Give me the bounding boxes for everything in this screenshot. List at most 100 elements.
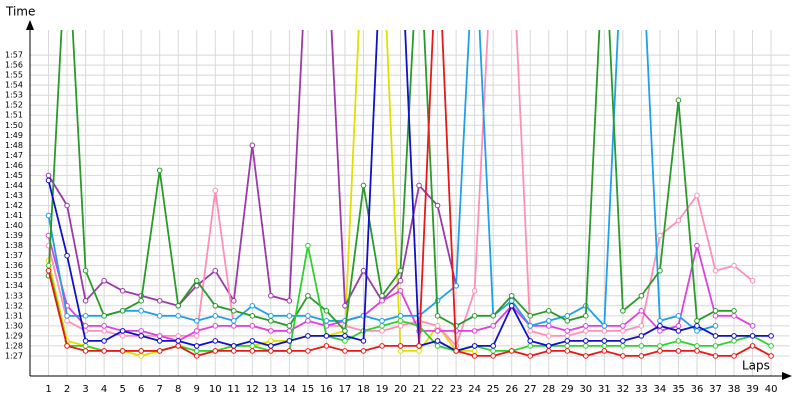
y-tick-label: 1:56 <box>5 61 23 70</box>
data-point <box>360 338 367 344</box>
data-point <box>657 348 663 354</box>
data-point <box>749 333 756 339</box>
data-point <box>564 333 571 339</box>
data-point <box>45 212 52 219</box>
data-point <box>175 302 182 309</box>
data-point <box>193 318 200 324</box>
data-point <box>230 297 237 304</box>
y-tick-label: 1:44 <box>5 181 23 190</box>
x-tick-label: 19 <box>376 384 389 395</box>
data-point <box>638 353 645 359</box>
data-point <box>583 338 589 344</box>
data-point <box>249 343 256 349</box>
data-point <box>379 292 385 299</box>
data-point <box>156 313 163 319</box>
data-point <box>64 252 70 259</box>
x-tick-label: 38 <box>728 384 741 395</box>
data-point <box>305 242 311 249</box>
data-point <box>101 328 107 334</box>
data-point <box>731 333 737 339</box>
data-point <box>82 313 89 319</box>
data-point <box>768 333 774 339</box>
y-tick-label: 1:51 <box>5 111 23 120</box>
data-point <box>138 348 144 354</box>
data-point <box>508 302 515 309</box>
y-tick-label: 1:38 <box>5 241 23 250</box>
data-point <box>731 313 737 319</box>
data-point <box>657 343 663 349</box>
data-point <box>230 323 237 329</box>
y-tick-label: 1:55 <box>5 71 23 80</box>
data-point <box>138 308 144 314</box>
data-point <box>601 328 608 334</box>
data-point <box>731 308 737 314</box>
data-point <box>397 277 404 284</box>
data-point <box>564 318 571 324</box>
data-point <box>583 323 589 329</box>
data-point <box>268 328 274 334</box>
data-point <box>138 353 144 359</box>
data-point <box>193 277 200 284</box>
x-tick-label: 27 <box>524 384 537 395</box>
data-point <box>601 343 608 349</box>
data-point <box>434 323 441 329</box>
data-point <box>527 353 534 359</box>
x-tick-label: 20 <box>394 384 407 395</box>
data-point <box>82 267 89 274</box>
x-tick-label: 30 <box>579 384 592 395</box>
y-tick-label: 1:53 <box>5 91 23 100</box>
x-tick-label: 11 <box>227 384 240 395</box>
data-point <box>638 292 645 299</box>
data-point <box>397 343 404 349</box>
data-point <box>286 323 293 329</box>
data-point <box>527 343 534 349</box>
data-point <box>749 323 756 329</box>
data-point <box>230 308 237 314</box>
data-point <box>397 318 404 324</box>
y-axis-label: Time <box>5 5 35 19</box>
data-point <box>527 323 534 329</box>
y-tick-label: 1:40 <box>5 221 23 230</box>
data-point <box>601 323 608 329</box>
y-tick-label: 1:57 <box>5 51 23 60</box>
data-point <box>379 343 385 349</box>
data-point <box>657 323 663 329</box>
data-point <box>545 323 552 329</box>
y-tick-label: 1:28 <box>5 341 23 350</box>
x-tick-label: 9 <box>194 384 200 395</box>
x-tick-label: 34 <box>654 384 667 395</box>
data-point <box>268 313 274 319</box>
x-tick-label: 31 <box>598 384 611 395</box>
data-point <box>638 323 645 329</box>
series-line <box>47 30 475 357</box>
data-point <box>675 313 682 319</box>
data-point <box>360 267 367 274</box>
y-tick-label: 1:45 <box>5 171 23 180</box>
data-point <box>657 328 663 334</box>
data-point <box>101 338 107 344</box>
x-tick-label: 37 <box>709 384 722 395</box>
y-tick-label: 1:31 <box>5 311 23 320</box>
data-point <box>564 338 571 344</box>
data-point <box>82 343 89 349</box>
data-point <box>323 308 330 314</box>
data-point <box>638 308 645 314</box>
x-tick-label: 40 <box>765 384 778 395</box>
data-point <box>379 323 385 329</box>
data-point <box>675 338 682 344</box>
x-tick-label: 25 <box>487 384 500 395</box>
data-point <box>583 313 589 319</box>
data-point <box>434 202 441 209</box>
y-tick-label: 1:34 <box>5 281 23 290</box>
data-point <box>694 323 700 329</box>
data-point <box>212 338 219 344</box>
data-point <box>694 348 700 354</box>
data-point <box>471 328 478 334</box>
x-axis-arrow <box>782 372 792 380</box>
y-tick-label: 1:29 <box>5 331 23 340</box>
data-point <box>527 328 534 334</box>
data-point <box>212 267 219 274</box>
data-point <box>156 348 163 354</box>
data-point <box>731 262 737 269</box>
